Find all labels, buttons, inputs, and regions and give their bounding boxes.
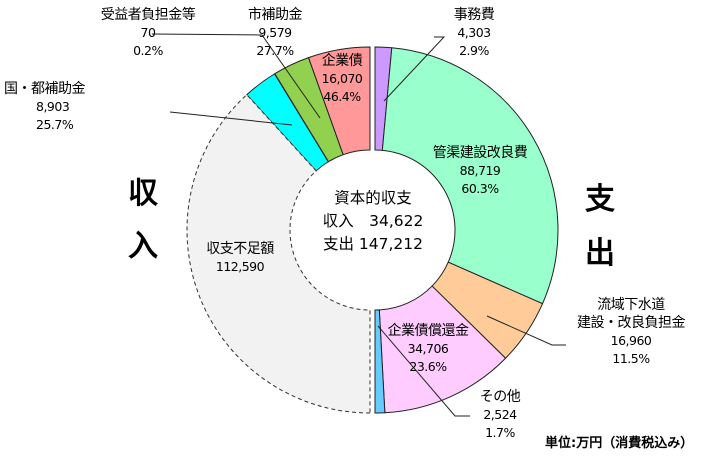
label-name: 受益者負担金等 (100, 7, 196, 23)
income-side-label-2: 入 (128, 229, 158, 264)
expense-segment-4 (374, 309, 386, 414)
label-pct: 23.6% (409, 359, 447, 374)
label-kuni-to: 国・都補助金 8,903 25.7% (4, 80, 94, 134)
label-name: 企業債償還金 (387, 323, 470, 339)
income-segment-1 (274, 57, 344, 163)
label-value: 2,524 (483, 407, 517, 422)
label-name: 管渠建設改良費 (432, 145, 528, 161)
unit-note: 単位:万円（消費税込み） (545, 436, 694, 451)
center-summary: 資本的収支 収入 34,622 支出 147,212 (306, 187, 440, 256)
income-segment-0 (307, 46, 371, 156)
label-value: 34,706 (407, 341, 449, 356)
leader-line (383, 36, 446, 102)
label-value: 16,960 (610, 333, 652, 348)
label-value: 88,719 (459, 163, 501, 178)
center-title: 資本的収支 (334, 189, 412, 207)
label-name: 事務費 (453, 7, 495, 23)
label-name: 企業債 (321, 53, 363, 69)
label-name: 流域下水道 (597, 297, 665, 313)
center-hole (293, 151, 451, 309)
label-jueki: 受益者負担金等 70 0.2% (92, 6, 204, 60)
label-pct: 27.7% (256, 43, 294, 58)
label-pct: 46.4% (323, 89, 361, 104)
expense-side-label-2: 出 (585, 236, 615, 271)
label-name: 国・都補助金 (4, 81, 86, 97)
leader-line (151, 33, 321, 119)
label-shi-hojo: 市補助金 9,579 27.7% (235, 6, 315, 60)
label-value: 9,579 (258, 25, 292, 40)
label-pct: 11.5% (612, 351, 650, 366)
center-income-total: 収入 34,622 (322, 212, 424, 230)
label-sonota: その他 2,524 1.7% (470, 388, 530, 442)
expense-segment-3 (378, 285, 507, 414)
label-value: 8,903 (36, 99, 70, 114)
label-name: 収支不足額 (206, 241, 274, 257)
income-side-label: 収 (128, 176, 158, 211)
label-pct: 1.7% (485, 425, 515, 440)
label-pct: 25.7% (36, 117, 74, 132)
expense-segment-1 (381, 47, 559, 305)
label-jimu: 事務費 4,303 2.9% (444, 6, 504, 60)
label-value: 112,590 (215, 259, 265, 274)
expense-side-label: 支 (585, 182, 615, 217)
center-expense-total: 支出 147,212 (322, 235, 424, 253)
label-shokan: 企業債償還金 34,706 23.6% (378, 322, 478, 376)
label-value: 70 (140, 25, 156, 40)
label-value: 16,070 (321, 71, 363, 86)
income-segment-3 (246, 73, 329, 172)
label-kigyosai: 企業債 16,070 46.4% (312, 52, 372, 106)
label-kankyo: 管渠建設改良費 88,719 60.3% (420, 144, 540, 198)
label-name: その他 (479, 389, 521, 405)
leader-line (486, 315, 566, 346)
income-segment-4 (186, 94, 371, 414)
leader-line (169, 111, 293, 126)
label-pct: 2.9% (459, 43, 489, 58)
label-pct: 60.3% (461, 181, 499, 196)
label-fusoku: 収支不足額 112,590 (200, 240, 280, 276)
label-pct: 0.2% (133, 43, 163, 58)
leader-line (377, 325, 470, 417)
label-ryuiki: 流域下水道 建設・改良負担金 16,960 11.5% (566, 296, 696, 368)
label-name: 市補助金 (248, 7, 303, 23)
label-name-2: 建設・改良負担金 (577, 315, 686, 331)
label-value: 4,303 (457, 25, 491, 40)
